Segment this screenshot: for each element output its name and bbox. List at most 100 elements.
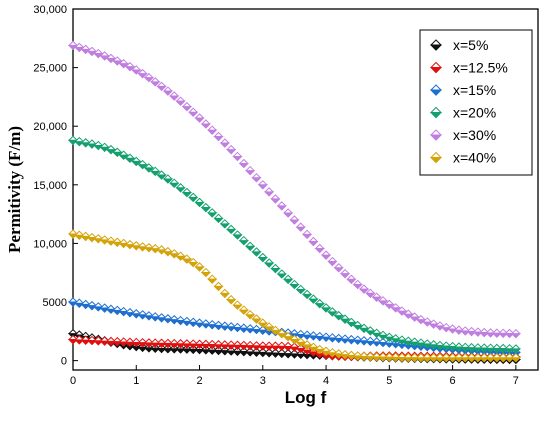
data-point bbox=[238, 158, 250, 169]
data-point bbox=[289, 279, 300, 290]
series-5 bbox=[67, 40, 522, 339]
data-point bbox=[282, 348, 294, 359]
x-axis-title: Log f bbox=[285, 388, 327, 407]
data-point bbox=[99, 336, 110, 346]
legend-marker bbox=[429, 129, 443, 141]
data-point bbox=[219, 345, 231, 356]
data-point bbox=[105, 336, 117, 347]
data-point bbox=[371, 337, 382, 347]
data-point bbox=[346, 334, 357, 345]
legend-label: x=30% bbox=[453, 127, 496, 143]
data-point bbox=[339, 349, 351, 360]
data-point bbox=[295, 284, 306, 295]
data-point bbox=[358, 323, 370, 333]
y-tick-label: 0 bbox=[61, 356, 67, 368]
legend-box bbox=[419, 29, 533, 176]
data-point bbox=[187, 257, 199, 268]
data-point bbox=[181, 254, 193, 264]
data-point bbox=[181, 339, 193, 349]
data-point bbox=[251, 314, 262, 324]
data-point bbox=[194, 344, 205, 355]
legend-marker bbox=[429, 84, 443, 96]
data-point bbox=[200, 339, 212, 350]
data-point bbox=[339, 314, 351, 324]
data-point bbox=[206, 339, 218, 350]
data-point bbox=[339, 268, 351, 279]
data-point bbox=[491, 343, 503, 354]
data-point bbox=[169, 344, 180, 354]
data-point bbox=[143, 163, 155, 173]
data-point bbox=[510, 328, 522, 339]
data-point bbox=[200, 119, 212, 129]
data-point bbox=[497, 352, 509, 363]
data-point bbox=[219, 288, 231, 299]
data-point bbox=[225, 322, 237, 332]
data-point bbox=[270, 325, 281, 336]
plot-area bbox=[72, 8, 539, 371]
data-point bbox=[301, 229, 313, 240]
data-point bbox=[156, 81, 167, 92]
legend-item: x=15% bbox=[429, 82, 496, 98]
data-point bbox=[143, 343, 155, 353]
data-point bbox=[497, 343, 509, 354]
data-point bbox=[289, 349, 300, 359]
legend-item: x=40% bbox=[429, 150, 496, 166]
legend-marker bbox=[429, 61, 443, 74]
data-point bbox=[80, 335, 91, 345]
data-point bbox=[314, 331, 325, 342]
data-point bbox=[276, 269, 287, 279]
data-point bbox=[112, 147, 123, 157]
data-point bbox=[143, 242, 155, 253]
plot-frame bbox=[72, 8, 539, 371]
data-point bbox=[434, 352, 446, 363]
data-point bbox=[491, 328, 503, 338]
data-point bbox=[244, 165, 256, 176]
data-point bbox=[244, 340, 256, 351]
data-point bbox=[238, 340, 250, 351]
data-point bbox=[169, 91, 180, 101]
data-point bbox=[137, 68, 148, 79]
data-point bbox=[67, 334, 79, 345]
data-point bbox=[270, 194, 281, 204]
data-point bbox=[263, 348, 275, 358]
y-axis-title: Permitivity (F/m) bbox=[5, 126, 24, 253]
data-point bbox=[282, 341, 294, 352]
data-point bbox=[491, 352, 503, 363]
y-tick-label: 25,000 bbox=[33, 63, 67, 75]
data-point bbox=[428, 352, 439, 363]
data-point bbox=[460, 342, 471, 353]
data-point bbox=[270, 348, 281, 358]
data-point bbox=[352, 279, 363, 290]
data-point bbox=[194, 262, 205, 272]
data-point bbox=[276, 348, 287, 359]
data-point bbox=[263, 341, 275, 351]
data-point bbox=[314, 243, 325, 254]
data-point bbox=[263, 258, 275, 268]
data-point bbox=[295, 222, 306, 232]
data-point bbox=[504, 328, 515, 339]
data-point bbox=[93, 302, 104, 312]
data-point bbox=[365, 336, 376, 347]
data-point bbox=[162, 343, 174, 354]
data-point bbox=[162, 174, 174, 184]
data-point bbox=[162, 314, 174, 324]
data-point bbox=[86, 139, 98, 149]
data-point bbox=[175, 96, 186, 106]
data-point bbox=[162, 338, 174, 349]
data-point bbox=[257, 347, 269, 358]
data-point bbox=[295, 337, 306, 347]
data-point bbox=[232, 151, 243, 162]
data-point bbox=[124, 337, 136, 347]
data-point bbox=[396, 352, 408, 363]
data-point bbox=[150, 343, 161, 353]
data-point bbox=[308, 331, 319, 341]
data-point bbox=[434, 340, 446, 351]
y-tick-label: 20,000 bbox=[33, 121, 67, 133]
data-point bbox=[251, 247, 262, 257]
data-point bbox=[409, 312, 420, 322]
data-point bbox=[289, 215, 300, 225]
data-point bbox=[194, 113, 205, 123]
data-point bbox=[219, 340, 231, 350]
data-point bbox=[112, 336, 123, 347]
data-point bbox=[276, 201, 287, 211]
